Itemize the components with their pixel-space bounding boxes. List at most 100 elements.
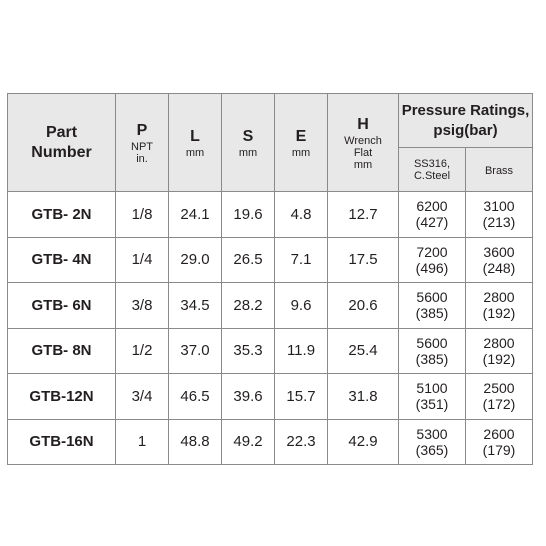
ss-bar: (385)	[415, 305, 449, 322]
header-pressure-line2: psig(bar)	[433, 121, 498, 139]
header-ss-line1: SS316,	[413, 157, 451, 170]
ss-psig: 5600	[416, 334, 448, 351]
table-body: GTB- 2N 1/8 24.1 19.6 4.8 12.7 6200 (427…	[7, 191, 533, 465]
header-s-title: S	[242, 127, 254, 145]
header-l-sub: mm	[185, 146, 205, 159]
brass-psig: 3100	[483, 198, 515, 215]
cell-brass-rating: 2800 (192)	[465, 282, 533, 329]
header-brass-label: Brass	[484, 164, 514, 177]
cell-p: 1/8	[115, 191, 169, 238]
cell-part: GTB- 2N	[7, 191, 116, 238]
brass-bar: (192)	[482, 350, 516, 367]
ss-psig: 5300	[416, 425, 448, 442]
cell-part: GTB- 6N	[7, 282, 116, 329]
cell-l: 24.1	[168, 191, 222, 238]
ss-bar: (365)	[415, 441, 449, 458]
brass-bar: (192)	[482, 305, 516, 322]
header-part-number: Part Number	[7, 93, 116, 192]
cell-l: 34.5	[168, 282, 222, 329]
table-row: GTB- 4N 1/4 29.0 26.5 7.1 17.5 7200 (496…	[7, 236, 533, 283]
cell-h: 42.9	[327, 418, 399, 465]
header-pressure-line1: Pressure Ratings,	[401, 101, 530, 119]
cell-ss-rating: 7200 (496)	[398, 236, 466, 283]
header-p-title: P	[136, 121, 148, 139]
table-row: GTB-12N 3/4 46.5 39.6 15.7 31.8 5100 (35…	[7, 373, 533, 420]
cell-brass-rating: 2800 (192)	[465, 327, 533, 374]
cell-h: 17.5	[327, 236, 399, 283]
header-p-sub1: NPT	[131, 140, 153, 153]
header-h-title: H	[357, 115, 369, 133]
cell-s: 26.5	[221, 236, 275, 283]
cell-e: 22.3	[274, 418, 328, 465]
cell-ss-rating: 5300 (365)	[398, 418, 466, 465]
brass-psig: 3600	[483, 243, 515, 260]
header-p-sub2: in.	[136, 152, 148, 165]
cell-l: 46.5	[168, 373, 222, 420]
header-pressure-ratings: Pressure Ratings, psig(bar)	[398, 93, 533, 148]
cell-s: 49.2	[221, 418, 275, 465]
ss-bar: (427)	[415, 214, 449, 231]
table-header: Part Number P NPT in. L mm S mm E mm H	[7, 93, 533, 192]
header-e: E mm	[274, 93, 328, 192]
cell-ss-rating: 6200 (427)	[398, 191, 466, 238]
cell-p: 1/4	[115, 236, 169, 283]
header-h-sub1: Wrench	[344, 134, 382, 147]
spec-table: Part Number P NPT in. L mm S mm E mm H	[7, 93, 533, 465]
ss-bar: (496)	[415, 259, 449, 276]
cell-part: GTB-12N	[7, 373, 116, 420]
cell-part: GTB- 8N	[7, 327, 116, 374]
ss-psig: 6200	[416, 198, 448, 215]
cell-brass-rating: 3600 (248)	[465, 236, 533, 283]
cell-h: 12.7	[327, 191, 399, 238]
table-row: GTB- 6N 3/8 34.5 28.2 9.6 20.6 5600 (385…	[7, 282, 533, 329]
brass-bar: (248)	[482, 259, 516, 276]
header-l: L mm	[168, 93, 222, 192]
brass-psig: 2600	[483, 425, 515, 442]
header-h-sub3: mm	[353, 158, 373, 171]
cell-p: 1/2	[115, 327, 169, 374]
cell-p: 3/8	[115, 282, 169, 329]
brass-bar: (179)	[482, 441, 516, 458]
header-h-sub2: Flat	[353, 146, 373, 159]
cell-e: 15.7	[274, 373, 328, 420]
header-brass: Brass	[465, 147, 533, 192]
cell-part: GTB-16N	[7, 418, 116, 465]
cell-e: 4.8	[274, 191, 328, 238]
cell-p: 1	[115, 418, 169, 465]
cell-e: 9.6	[274, 282, 328, 329]
header-ss316: SS316, C.Steel	[398, 147, 466, 192]
header-s: S mm	[221, 93, 275, 192]
brass-psig: 2800	[483, 289, 515, 306]
cell-h: 20.6	[327, 282, 399, 329]
cell-brass-rating: 3100 (213)	[465, 191, 533, 238]
ss-psig: 7200	[416, 243, 448, 260]
ss-psig: 5600	[416, 289, 448, 306]
header-s-sub: mm	[238, 146, 258, 159]
cell-e: 11.9	[274, 327, 328, 374]
brass-psig: 2800	[483, 334, 515, 351]
brass-psig: 2500	[483, 380, 515, 397]
cell-l: 48.8	[168, 418, 222, 465]
header-l-title: L	[190, 127, 200, 145]
cell-l: 37.0	[168, 327, 222, 374]
table-row: GTB-16N 1 48.8 49.2 22.3 42.9 5300 (365)…	[7, 418, 533, 465]
cell-part: GTB- 4N	[7, 236, 116, 283]
cell-ss-rating: 5600 (385)	[398, 282, 466, 329]
brass-bar: (213)	[482, 214, 516, 231]
cell-s: 19.6	[221, 191, 275, 238]
cell-e: 7.1	[274, 236, 328, 283]
cell-l: 29.0	[168, 236, 222, 283]
cell-p: 3/4	[115, 373, 169, 420]
cell-s: 28.2	[221, 282, 275, 329]
header-ss-line2: C.Steel	[413, 169, 451, 182]
cell-ss-rating: 5100 (351)	[398, 373, 466, 420]
cell-ss-rating: 5600 (385)	[398, 327, 466, 374]
table-row: GTB- 2N 1/8 24.1 19.6 4.8 12.7 6200 (427…	[7, 191, 533, 238]
header-h: H Wrench Flat mm	[327, 93, 399, 192]
cell-brass-rating: 2500 (172)	[465, 373, 533, 420]
cell-h: 25.4	[327, 327, 399, 374]
header-p: P NPT in.	[115, 93, 169, 192]
header-part-line1: Part	[45, 123, 78, 141]
cell-s: 35.3	[221, 327, 275, 374]
table-row: GTB- 8N 1/2 37.0 35.3 11.9 25.4 5600 (38…	[7, 327, 533, 374]
